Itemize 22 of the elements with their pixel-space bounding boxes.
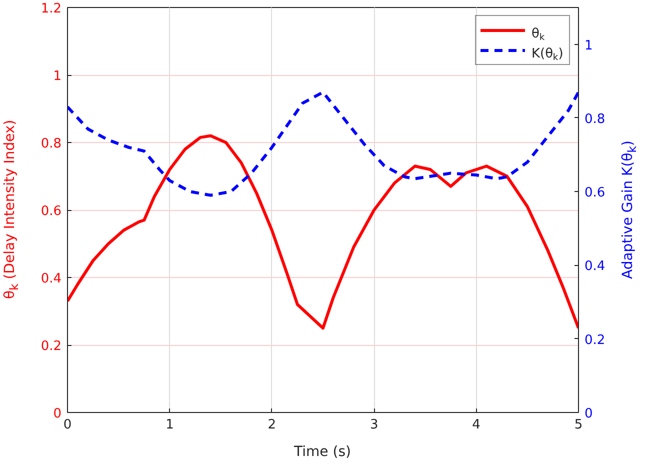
y2-tick-label: 0.6 — [584, 186, 606, 201]
x-tick-label: 5 — [574, 418, 583, 432]
y-tick-label: 1 — [53, 69, 62, 84]
y2-tick-label: 1 — [584, 38, 593, 54]
y2-tick-label: 0.8 — [584, 112, 606, 127]
x-tick-label: 2 — [268, 418, 276, 432]
x-tick-label: 0 — [63, 418, 72, 432]
y-tick-label: 0 — [53, 406, 62, 422]
y2-tick-label: 0 — [584, 406, 593, 422]
y-tick-label: 1.2 — [40, 2, 62, 16]
line-series — [68, 90, 578, 197]
x-tick-label: 3 — [370, 418, 378, 432]
line-series — [68, 134, 578, 330]
y2-tick-label: 0.4 — [584, 259, 606, 274]
y-tick-label: 0.8 — [40, 136, 62, 152]
y-tick-label: 0.4 — [40, 272, 62, 286]
y-tick-label: 0.2 — [40, 339, 62, 354]
x-axis-title: Time (s) — [293, 443, 352, 462]
y2-tick-label: 0.2 — [584, 332, 606, 348]
x-tick-label: 4 — [472, 418, 480, 432]
x-tick-label: 1 — [166, 418, 174, 432]
y-tick-label: 0.6 — [40, 204, 62, 219]
